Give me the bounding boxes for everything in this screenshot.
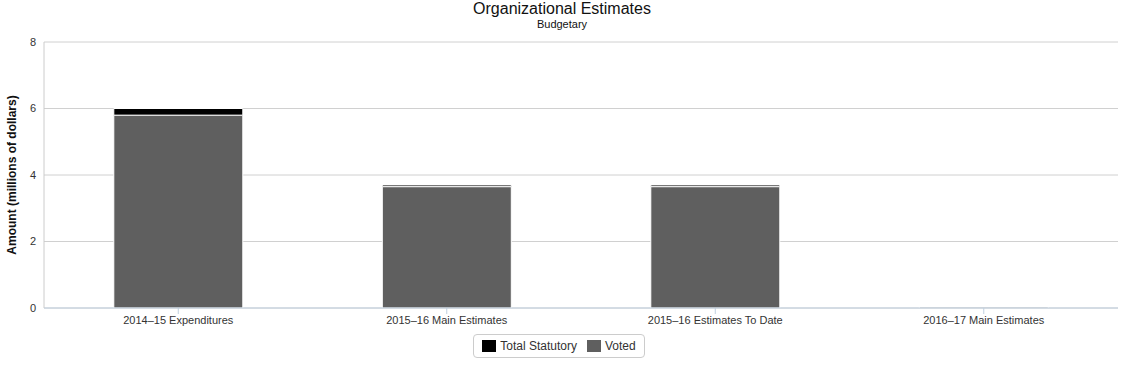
html-text:Organizational Estimates: Organizational Estimates <box>473 0 651 17</box>
html-text:Voted: Voted <box>605 339 636 353</box>
svg-text:2014–15 Expenditures: 2014–15 Expenditures <box>123 314 234 326</box>
svg-text:4: 4 <box>30 169 36 181</box>
html-text:Budgetary: Budgetary <box>536 18 588 30</box>
svg-text:Amount (millions of dollars): Amount (millions of dollars) <box>5 95 19 254</box>
svg-text:2: 2 <box>30 235 36 247</box>
svg-text:6: 6 <box>30 102 36 114</box>
html-text:Total Statutory: Total Statutory <box>500 339 577 353</box>
svg-text:8: 8 <box>30 36 36 48</box>
svg-text:0: 0 <box>30 302 36 314</box>
svg-text:2015–16 Main Estimates: 2015–16 Main Estimates <box>386 314 508 326</box>
svg-text:2015–16 Estimates To Date: 2015–16 Estimates To Date <box>648 314 783 326</box>
svg-text:2016–17 Main Estimates: 2016–17 Main Estimates <box>923 314 1045 326</box>
